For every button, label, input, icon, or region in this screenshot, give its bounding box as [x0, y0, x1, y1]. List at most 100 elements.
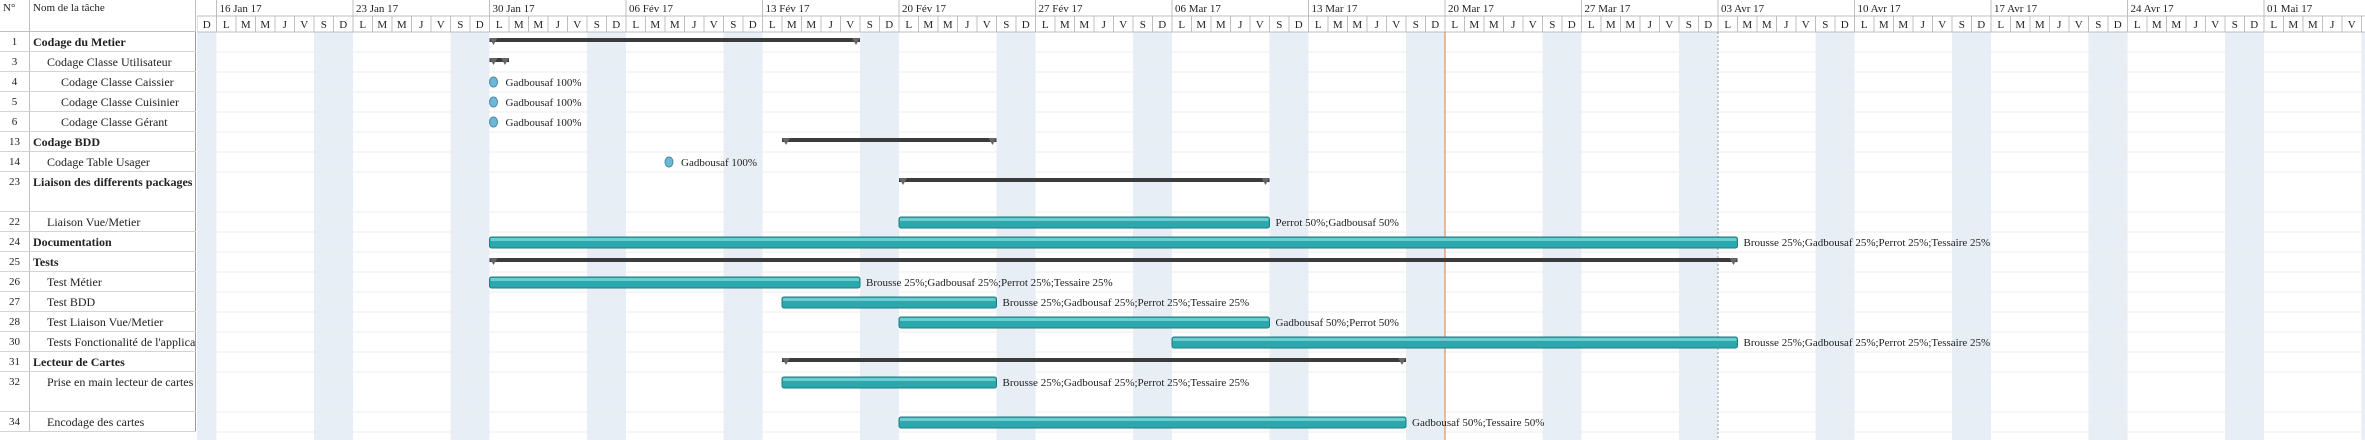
day-label: M [1742, 19, 1752, 31]
task-row[interactable]: 14 Codage Table Usager [0, 152, 196, 172]
day-label: S [1003, 19, 1009, 31]
task-row[interactable]: 25 Tests [0, 252, 196, 272]
task-row[interactable]: 3 Codage Classe Utilisateur [0, 52, 196, 72]
resource-label: Gadbousaf 50%;Perrot 50% [1276, 317, 1399, 329]
summary-bar[interactable] [489, 38, 861, 42]
day-label: S [1959, 19, 1965, 31]
task-name[interactable]: Codage du Metier [30, 32, 196, 51]
weekend-shade [2361, 32, 2365, 440]
weekend-shade [333, 32, 353, 440]
task-row[interactable]: 13 Codage BDD [0, 132, 196, 152]
task-row[interactable]: 22 Liaison Vue/Metier [0, 212, 196, 232]
milestone-marker[interactable] [664, 156, 674, 168]
task-id: 14 [0, 152, 30, 171]
day-label: J [1511, 19, 1516, 31]
summary-bar[interactable] [489, 258, 1738, 262]
day-label: M [2308, 19, 2318, 31]
task-row[interactable]: 32 Prise en main lecteur de cartes [0, 372, 196, 412]
task-row[interactable]: 27 Test BDD [0, 292, 196, 312]
task-id: 34 [0, 412, 30, 431]
task-row[interactable]: 6 Codage Classe Gérant [0, 112, 196, 132]
week-label: 13 Mar 17 [1312, 3, 1358, 15]
milestone-marker[interactable] [489, 76, 498, 88]
summary-end-cap [852, 38, 860, 45]
task-row[interactable]: 24 Documentation [0, 232, 196, 252]
task-row[interactable]: 26 Test Métier [0, 272, 196, 292]
task-name[interactable]: Documentation [30, 232, 196, 251]
milestone-marker[interactable] [489, 116, 498, 128]
day-label: J [556, 19, 561, 31]
day-label: S [594, 19, 600, 31]
day-label: D [1431, 19, 1439, 31]
weekend-shade [1815, 32, 1835, 440]
day-label: M [2171, 19, 2181, 31]
day-label: M [397, 19, 407, 31]
task-name[interactable]: Prise en main lecteur de cartes [30, 372, 196, 411]
weekend-shade [1289, 32, 1309, 440]
weekend-shade [2244, 32, 2264, 440]
task-name[interactable]: Codage Table Usager [30, 152, 196, 171]
task-row[interactable]: 34 Encodage des cartes [0, 412, 196, 432]
day-label: M [2288, 19, 2298, 31]
column-header-name[interactable]: Nom de la tâche [30, 0, 196, 32]
summary-bar[interactable] [782, 358, 1406, 362]
day-label: V [1938, 19, 1946, 31]
day-label: D [1022, 19, 1030, 31]
task-id: 22 [0, 212, 30, 231]
day-label: V [2211, 19, 2219, 31]
task-row[interactable]: 28 Test Liaison Vue/Metier [0, 312, 196, 332]
task-id: 4 [0, 72, 30, 91]
week-label: 27 Fév 17 [1039, 3, 1084, 15]
task-bar-highlight [900, 418, 1405, 421]
task-id: 6 [0, 112, 30, 131]
task-name[interactable]: Codage Classe Cuisinier [30, 92, 196, 111]
week-label: 17 Avr 17 [1994, 3, 2038, 15]
task-name[interactable]: Encodage des cartes [30, 412, 196, 431]
task-row[interactable]: 4 Codage Classe Caissier [0, 72, 196, 92]
day-label: M [806, 19, 816, 31]
task-name[interactable]: Liaison des differents packages [30, 172, 196, 211]
task-bar-highlight [783, 298, 996, 301]
day-label: D [885, 19, 893, 31]
day-label: L [1724, 19, 1731, 31]
day-label: J [419, 19, 424, 31]
task-bar-highlight [783, 378, 996, 381]
week-label: 03 Avr 17 [1721, 3, 1765, 15]
task-name[interactable]: Test Liaison Vue/Metier [30, 312, 196, 331]
summary-bar[interactable] [489, 58, 510, 62]
day-label: V [1256, 19, 1264, 31]
task-id: 3 [0, 52, 30, 71]
task-row[interactable]: 5 Codage Classe Cuisinier [0, 92, 196, 112]
task-name[interactable]: Codage Classe Gérant [30, 112, 196, 131]
task-name[interactable]: Tests Fonctionalité de l'application [30, 332, 196, 351]
task-name[interactable]: Liaison Vue/Metier [30, 212, 196, 231]
task-name[interactable]: Codage Classe Utilisateur [30, 52, 196, 71]
task-row[interactable]: 31 Lecteur de Cartes [0, 352, 196, 372]
day-label: S [867, 19, 873, 31]
week-label: 23 Jan 17 [356, 3, 399, 15]
day-label: J [2330, 19, 2335, 31]
task-name[interactable]: Test Métier [30, 272, 196, 291]
summary-bar[interactable] [782, 138, 997, 142]
task-name[interactable]: Lecteur de Cartes [30, 352, 196, 371]
task-name[interactable]: Tests [30, 252, 196, 271]
task-row[interactable]: 1 Codage du Metier [0, 32, 196, 52]
day-label: J [1921, 19, 1926, 31]
weekend-shade [606, 32, 626, 440]
summary-bar[interactable] [899, 178, 1270, 182]
day-label: L [1042, 19, 1049, 31]
milestone-marker[interactable] [489, 96, 498, 108]
weekend-shade [879, 32, 899, 440]
day-label: D [1841, 19, 1849, 31]
day-label: V [1802, 19, 1810, 31]
task-name[interactable]: Codage BDD [30, 132, 196, 151]
task-name[interactable]: Codage Classe Caissier [30, 72, 196, 91]
summary-end-cap [1261, 178, 1270, 185]
task-name[interactable]: Test BDD [30, 292, 196, 311]
task-row[interactable]: 23 Liaison des differents packages [0, 172, 196, 212]
column-header-num[interactable]: N° [0, 0, 30, 32]
day-label: M [241, 19, 251, 31]
summary-start-cap [782, 358, 790, 365]
